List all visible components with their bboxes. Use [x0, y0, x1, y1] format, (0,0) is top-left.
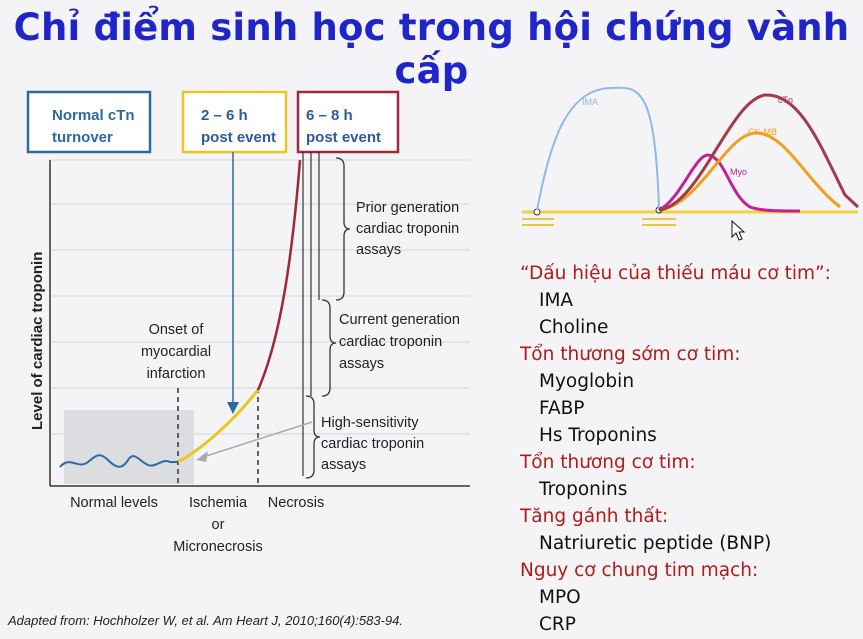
baseline-tick-left [522, 218, 554, 226]
onset-label-line2: myocardial [141, 344, 211, 360]
group-heading-ischemia: “Dấu hiệu của thiếu máu cơ tim”: [520, 263, 831, 284]
box-6-8h-line1: 6 – 8 h [306, 107, 353, 124]
arrow-2-6h-head [227, 402, 239, 414]
group-heading-early-injury: Tổn thương sớm cơ tim: [520, 344, 741, 365]
hs-pointer-arrow-head [196, 451, 208, 462]
footer-citation: Adapted from: Hochholzer W, et al. Am He… [8, 613, 404, 628]
x-label-ischemia-1: Ischemia [189, 495, 248, 511]
marker-list: “Dấu hiệu của thiếu máu cơ tim”: IMA Cho… [520, 260, 860, 638]
box-6-8h-line2: post event [306, 129, 381, 146]
group-heading-cv-risk: Nguy cơ chung tim mạch: [520, 560, 759, 581]
normal-turnover-wave [59, 454, 178, 468]
list-item: Hs Troponins [539, 425, 657, 446]
ckmb-curve [658, 131, 841, 212]
list-item: MPO [539, 587, 581, 608]
biomarker-curve-figure: IMA cTn CK-MB Myo [522, 86, 860, 241]
list-item: FABP [539, 398, 585, 419]
onset-label-line3: infarction [147, 366, 206, 382]
x-label-necrosis: Necrosis [268, 495, 324, 511]
box-normal-turnover-line2: turnover [52, 129, 113, 146]
ctn-curve [658, 93, 860, 212]
box-2-6h [181, 90, 288, 154]
label-myo: Myo [730, 167, 747, 177]
bracket-current-line2: cardiac troponin [339, 334, 442, 350]
ima-curve [536, 86, 660, 211]
box-2-6h-line1: 2 – 6 h [201, 107, 248, 124]
mouse-cursor-icon [731, 219, 746, 241]
hs-pointer-arrow [199, 421, 313, 459]
box-normal-turnover-line1: Normal cTn [52, 107, 135, 124]
label-ctn: cTn [778, 95, 793, 105]
bracket-prior [335, 157, 351, 301]
x-label-normal: Normal levels [70, 495, 158, 511]
box-normal-turnover [26, 90, 152, 154]
bracket-current-line3: assays [339, 356, 384, 372]
list-item: Natriuretic peptide (BNP) [539, 533, 772, 554]
list-item: Choline [539, 317, 609, 338]
bracket-hs-line3: assays [321, 457, 366, 473]
myo-curve [658, 153, 801, 213]
bracket-hs-line2: cardiac troponin [321, 436, 424, 452]
x-label-ischemia-3: Micronecrosis [173, 539, 262, 555]
label-ima: IMA [582, 97, 598, 107]
bracket-prior-line3: assays [356, 242, 401, 258]
normal-level-zone [64, 410, 194, 484]
label-ckmb: CK-MB [748, 127, 777, 137]
bracket-current-line1: Current generation [339, 312, 460, 328]
list-item: Troponins [539, 479, 628, 500]
troponin-timeline-diagram: Normal cTn turnover 2 – 6 h post event 6… [26, 90, 470, 555]
box-2-6h-line2: post event [201, 129, 276, 146]
box-6-8h [296, 90, 400, 154]
group-heading-injury: Tổn thương cơ tim: [520, 452, 696, 473]
bracket-hs-line1: High-sensitivity [321, 415, 419, 431]
bracket-prior-line1: Prior generation [356, 200, 459, 216]
list-item: CRP [539, 614, 576, 635]
bracket-hs [305, 395, 321, 479]
bracket-current [321, 299, 337, 397]
slide-title: Chỉ điểm sinh học trong hội chứng vành c… [13, 6, 850, 92]
list-item: Myoglobin [539, 371, 635, 392]
baseline-tick-mid [642, 218, 676, 226]
list-item: IMA [539, 290, 574, 311]
onset-label-line1: Onset of [149, 322, 205, 338]
grid-lines [50, 159, 470, 435]
group-heading-ventricular-load: Tăng gánh thất: [520, 506, 669, 527]
troponin-curve-early [177, 389, 260, 464]
y-axis-label: Level of cardiac troponin [29, 252, 46, 430]
troponin-curve-late [256, 159, 302, 391]
bracket-prior-line2: cardiac troponin [356, 221, 459, 237]
x-label-ischemia-2: or [212, 517, 225, 533]
